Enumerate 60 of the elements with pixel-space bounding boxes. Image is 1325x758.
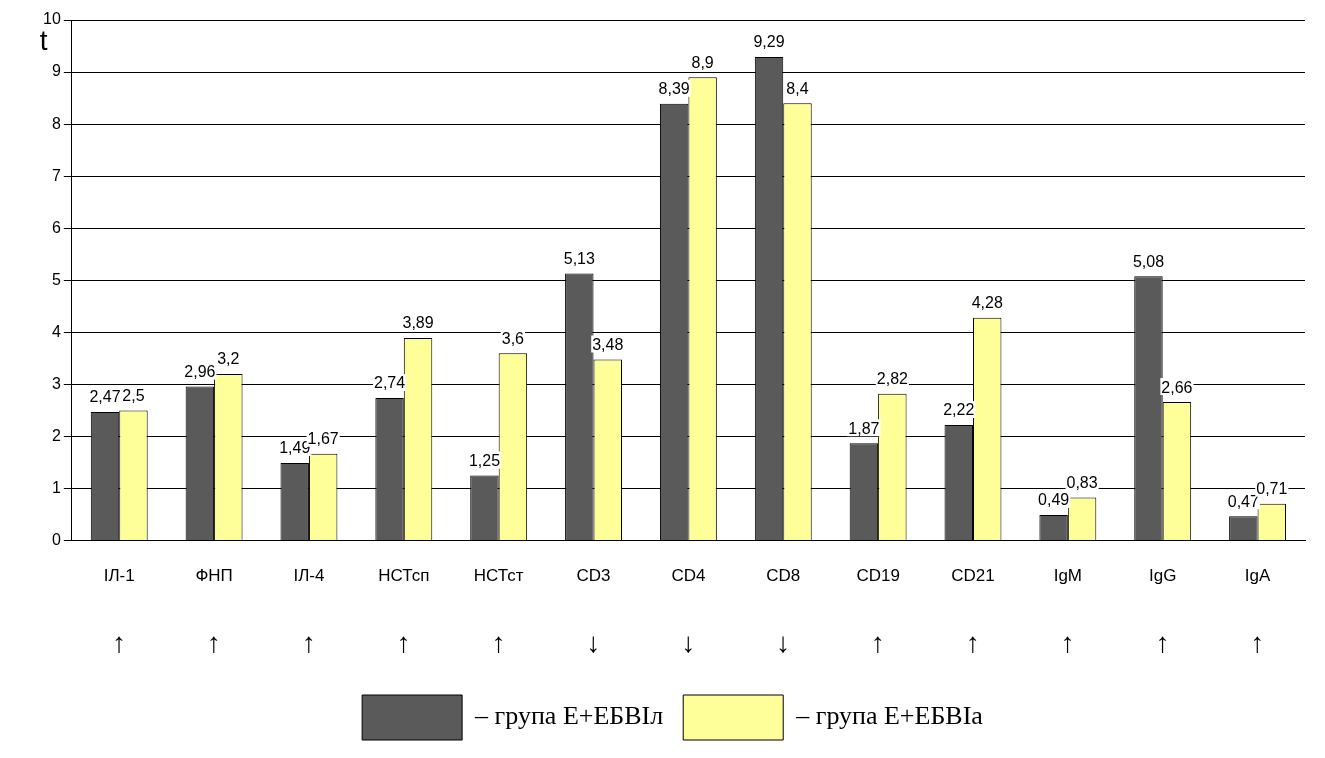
x-tick-label: ІЛ-1 [103,566,135,586]
x-tick-label: CD19 [856,566,900,586]
x-tick-label: IgM [1053,566,1083,586]
y-tick-label: 0 [51,531,61,549]
data-label: 1,87 [848,419,880,437]
text: ↑ [301,627,316,659]
data-label: 8,39 [658,80,690,98]
text: ↑ [1155,627,1170,659]
y-tick-label: 1 [51,478,61,496]
data-label: 2,82 [876,370,909,388]
data-label: 0,49 [1038,491,1070,509]
data-label: 3,2 [217,350,240,368]
data-label: 4,28 [971,294,1003,312]
y-tick-label: 2 [51,426,61,444]
data-label: 5,08 [1132,252,1165,270]
x-tick-label: IgA [1244,566,1271,586]
legend-label: – група Е+ЕБВІл [474,701,664,731]
x-tick-label: CD21 [951,566,995,586]
x-tick-label: CD3 [576,566,611,586]
y-tick-label: 9 [51,62,61,80]
y-tick-label: 7 [51,166,61,184]
data-label: 1,25 [468,451,501,469]
data-label: 3,89 [402,314,434,332]
x-tick-label: ФНП [195,566,233,586]
data-label: 2,22 [943,401,975,419]
y-tick-label: 8 [51,114,61,132]
data-label: 8,4 [786,79,809,97]
legend-label: – група Е+ЕБВІа [795,701,984,731]
data-label: 5,13 [563,249,595,267]
text: ↑ [871,627,886,659]
x-tick-label: CD8 [766,566,801,586]
x-tick-label: НСТсп [378,566,430,586]
y-tick-label: 3 [51,374,61,392]
y-tick-label: 6 [51,218,61,236]
x-tick-label: ІЛ-4 [293,566,325,586]
text: ↑ [207,627,222,659]
text: ↑ [491,627,506,659]
text: ↑ [965,627,980,659]
data-label: 2,47 [89,388,121,406]
data-label: 2,74 [374,374,406,392]
text: ↑ [112,627,127,659]
data-label: 3,6 [501,329,525,347]
data-label: 2,5 [122,386,145,404]
text: ↑ [1250,627,1265,659]
data-label: 2,96 [184,362,216,380]
data-label: 0,83 [1066,473,1098,491]
x-tick-label: IgG [1149,566,1177,586]
y-tick-label: 4 [51,322,61,340]
data-label: 2,66 [1161,378,1193,396]
text: ↑ [396,627,411,659]
data-label: 9,29 [753,33,785,51]
x-tick-label: CD4 [671,566,706,586]
x-tick-label: НСТст [473,566,524,586]
data-label: 3,48 [592,335,624,353]
text: ↓ [586,627,601,659]
data-label: 8,9 [691,53,714,71]
text: ↑ [1060,627,1075,659]
text: ↓ [681,627,696,659]
y-tick-label: 5 [51,270,61,288]
text: ↓ [776,627,791,659]
